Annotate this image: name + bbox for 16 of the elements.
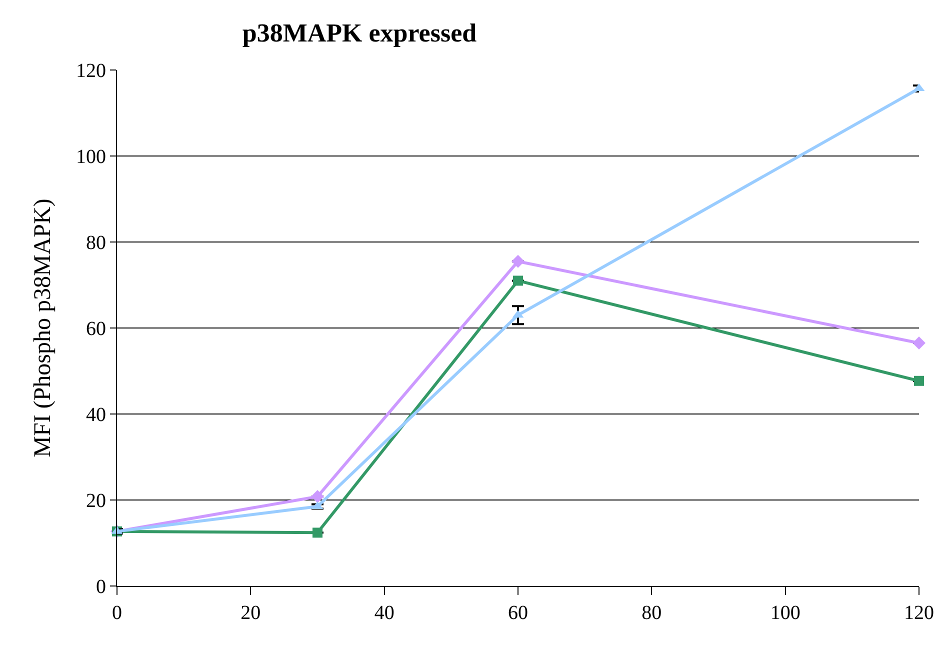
x-tick-label: 40 bbox=[374, 602, 394, 624]
x-tick-label: 0 bbox=[112, 602, 122, 624]
y-tick-label: 0 bbox=[96, 576, 106, 598]
x-tick-label: 60 bbox=[508, 602, 528, 624]
y-tick-label: 80 bbox=[86, 232, 106, 254]
x-tick-label: 100 bbox=[770, 602, 800, 624]
x-tick-label: 120 bbox=[904, 602, 934, 624]
x-tick-label: 20 bbox=[240, 602, 261, 624]
y-axis-title: MFI (Phospho p38MAPK) bbox=[30, 198, 56, 458]
y-tick-label: 120 bbox=[76, 60, 106, 82]
y-tick-label: 60 bbox=[86, 318, 106, 340]
y-tick-label: 20 bbox=[86, 490, 106, 512]
chart-title: p38MAPK expressed bbox=[242, 18, 478, 48]
y-tick-label: 40 bbox=[86, 404, 106, 426]
y-tick-label: 100 bbox=[76, 146, 106, 168]
x-tick-label: 80 bbox=[642, 602, 662, 624]
